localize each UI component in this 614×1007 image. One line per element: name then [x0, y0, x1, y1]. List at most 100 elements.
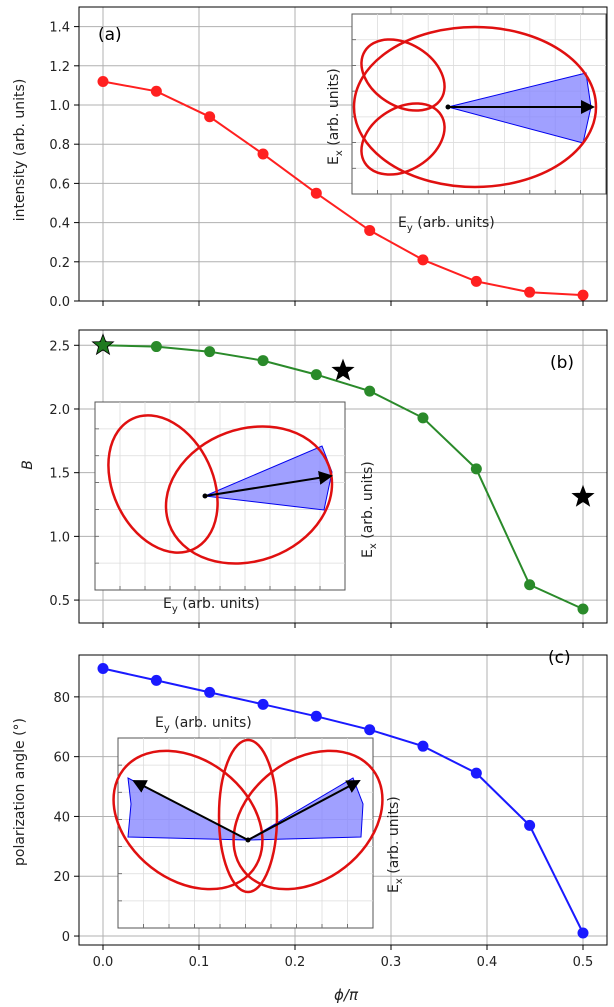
inset-c-arrow-left — [132, 780, 249, 841]
inset-c-origin-dot — [245, 837, 251, 843]
data-point — [150, 674, 162, 686]
inset-c-arrow-right — [247, 780, 361, 841]
panel-c-ylabel: polarization angle (°) — [12, 718, 28, 866]
inset-c-lobe-center — [217, 738, 279, 894]
data-point — [470, 275, 482, 287]
inset-b-big-ellipse — [164, 425, 334, 565]
inset-a-lobe-lower — [360, 102, 446, 176]
panel-a: 0.0 0.2 0.4 0.6 0.8 1.0 1.2 1.4 (a) intensity (… — [12, 6, 608, 310]
data-point — [577, 603, 589, 615]
inset-b-arrow — [204, 470, 333, 497]
data-point — [524, 579, 536, 591]
panel-b: 0.5 1.0 1.5 2.0 2.5 (b) B Ey (arb. units) Ex… — [20, 329, 608, 628]
star-marker — [331, 358, 355, 381]
y-tick-label: 0.0 — [49, 295, 70, 310]
panel-c-inset: Ey (arb. units) Ex (arb. units) — [112, 715, 405, 929]
x-tick-label: 0.1 — [189, 955, 210, 970]
series-line — [102, 80, 584, 297]
inset-b-ylabel: Ex (arb. units) — [360, 461, 379, 558]
panel-b-inset: Ey (arb. units) Ex (arb. units) — [94, 401, 379, 615]
data-point — [310, 187, 322, 199]
data-point — [577, 927, 589, 939]
y-tick-label: 80 — [53, 691, 70, 706]
x-tick-label: 0.5 — [573, 955, 594, 970]
data-point — [204, 346, 216, 358]
data-point — [97, 75, 109, 87]
data-point — [364, 224, 376, 236]
data-point — [577, 289, 589, 301]
panel-b-ylabel: B — [20, 460, 36, 470]
y-tick-label: 60 — [53, 751, 70, 766]
x-tick-label: 0.4 — [477, 955, 498, 970]
star-marker — [91, 333, 115, 356]
panel-c-ticks: 0.0 0.1 0.2 0.3 0.4 0.5 0 20 40 60 80 — [53, 691, 593, 970]
data-point — [417, 740, 429, 752]
data-point — [257, 698, 269, 710]
data-point — [257, 355, 269, 367]
panel-a-inset: Ey (arb. units) Ex (arb. units) — [326, 13, 607, 234]
y-tick-label: 1.0 — [49, 530, 70, 545]
y-tick-label: 1.2 — [49, 60, 70, 75]
inset-b-lobe — [107, 414, 219, 554]
y-tick-label: 0.4 — [49, 217, 70, 232]
panel-b-frame — [78, 329, 608, 624]
inset-a-lobe-upper — [360, 38, 446, 112]
star-marker — [571, 484, 595, 507]
inset-c-ylabel: Ex (arb. units) — [386, 796, 405, 893]
inset-b-origin-dot — [202, 493, 208, 499]
panel-b-ticks: 0.5 1.0 1.5 2.0 2.5 — [49, 339, 584, 628]
data-point — [150, 341, 162, 353]
data-point — [364, 724, 376, 736]
panel-c: 0.0 0.1 0.2 0.3 0.4 0.5 0 20 40 60 80 (c) polariza… — [12, 648, 608, 1004]
data-point — [310, 369, 322, 381]
x-tick-label: 0.0 — [93, 955, 114, 970]
series-line — [102, 344, 584, 610]
y-tick-label: 0.5 — [49, 594, 70, 609]
panel-c-series — [97, 662, 589, 939]
y-tick-label: 1.5 — [49, 467, 70, 482]
panel-a-frame — [78, 6, 608, 302]
data-point — [417, 412, 429, 424]
panel-a-ticks: 0.0 0.2 0.4 0.6 0.8 1.0 1.2 1.4 — [49, 21, 584, 310]
x-tick-label: 0.2 — [285, 955, 306, 970]
panel-c-xlabel: ϕ/π — [334, 986, 359, 1004]
data-point — [150, 85, 162, 97]
data-point — [97, 662, 109, 674]
y-tick-label: 2.0 — [49, 403, 70, 418]
panel-c-frame — [78, 654, 608, 946]
panel-a-label: (a) — [98, 25, 122, 45]
data-point — [470, 767, 482, 779]
inset-a-big-ellipse — [352, 25, 598, 189]
panel-a-series — [97, 75, 589, 301]
series-line — [102, 667, 584, 934]
inset-a-ylabel: Ex (arb. units) — [326, 68, 345, 165]
panel-b-label: (b) — [550, 353, 574, 373]
panel-a-ylabel: intensity (arb. units) — [12, 79, 28, 222]
data-point — [310, 710, 322, 722]
y-tick-label: 0.8 — [49, 138, 70, 153]
y-tick-label: 0.6 — [49, 177, 70, 192]
data-point — [524, 286, 536, 298]
y-tick-label: 2.5 — [49, 339, 70, 354]
inset-a-origin-dot — [445, 104, 451, 110]
y-tick-label: 40 — [53, 810, 70, 825]
y-tick-label: 1.4 — [49, 21, 70, 36]
data-point — [204, 111, 216, 123]
data-point — [417, 254, 429, 266]
inset-b-xlabel: Ey (arb. units) — [163, 596, 260, 615]
y-tick-label: 20 — [53, 870, 70, 885]
x-tick-label: 0.3 — [381, 955, 402, 970]
data-point — [204, 686, 216, 698]
panel-c-label: (c) — [548, 648, 571, 668]
data-point — [364, 385, 376, 397]
y-tick-label: 0 — [62, 930, 70, 945]
y-tick-label: 1.0 — [49, 99, 70, 114]
inset-a-xlabel: Ey (arb. units) — [398, 215, 495, 234]
data-point — [257, 148, 269, 160]
data-point — [524, 819, 536, 831]
inset-c-xlabel: Ey (arb. units) — [155, 715, 252, 734]
y-tick-label: 0.2 — [49, 256, 70, 271]
data-point — [470, 463, 482, 475]
panel-b-series — [91, 333, 595, 615]
